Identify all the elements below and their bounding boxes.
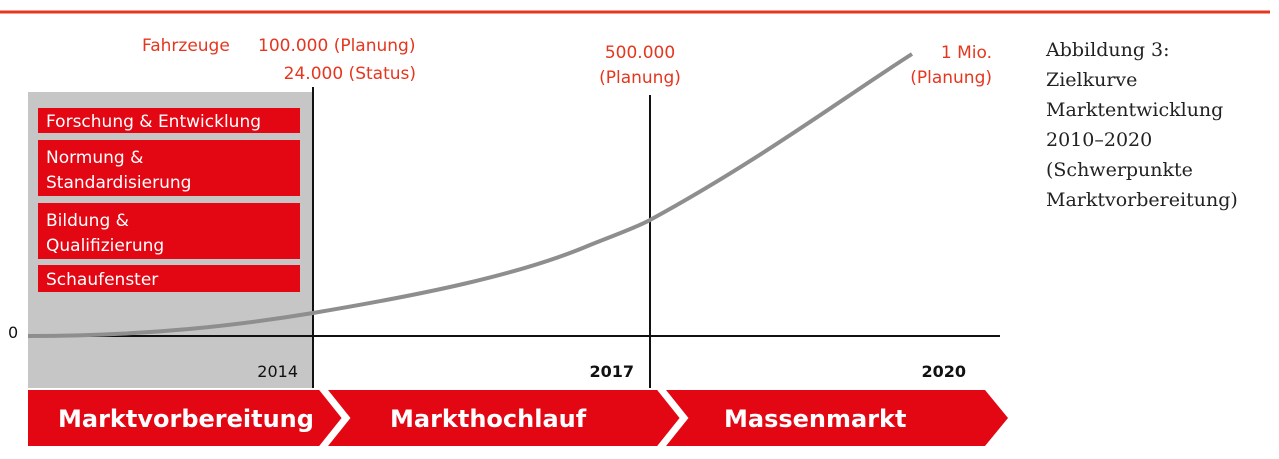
focus-label: Bildung &	[46, 211, 129, 231]
caption: (Schwerpunkte	[1046, 159, 1193, 181]
phase-label: Massenmarkt	[724, 405, 906, 433]
year-label: 2014	[257, 362, 298, 381]
milestone-label: (Planung)	[910, 68, 992, 88]
focus-label: Normung &	[46, 148, 143, 168]
year-label: 2017	[589, 362, 634, 381]
milestone-label: (Planung)	[599, 68, 681, 88]
caption: 2010–2020	[1046, 129, 1152, 151]
milestone-label: 500.000	[605, 43, 675, 63]
origin-label: 0	[8, 323, 18, 342]
caption: Marktentwicklung	[1046, 99, 1223, 121]
status-label: 24.000 (Status)	[284, 64, 416, 84]
target-curve	[27, 52, 914, 338]
year-label: 2020	[921, 362, 966, 381]
focus-label: Forschung & Entwicklung	[46, 112, 261, 132]
focus-box	[38, 203, 300, 259]
vehicles-label: Fahrzeuge	[142, 36, 230, 56]
focus-box	[38, 265, 300, 292]
focus-label: Qualifizierung	[46, 236, 164, 256]
phase-band	[28, 390, 1008, 446]
focus-label: Standardisierung	[46, 173, 191, 193]
focus-box	[38, 108, 300, 133]
phase-chevron	[657, 385, 689, 451]
focus-box	[38, 140, 300, 196]
focus-label: Schaufenster	[46, 270, 158, 290]
caption: Zielkurve	[1046, 69, 1137, 91]
phase-label: Markthochlauf	[390, 405, 587, 433]
caption: Marktvorbereitung)	[1046, 189, 1238, 211]
milestone-label: 1 Mio.	[941, 43, 992, 63]
caption: Abbildung 3:	[1045, 39, 1170, 61]
plan-label: 100.000 (Planung)	[258, 36, 415, 56]
phase-chevron	[319, 385, 351, 451]
phase-label: Marktvorbereitung	[58, 405, 314, 433]
